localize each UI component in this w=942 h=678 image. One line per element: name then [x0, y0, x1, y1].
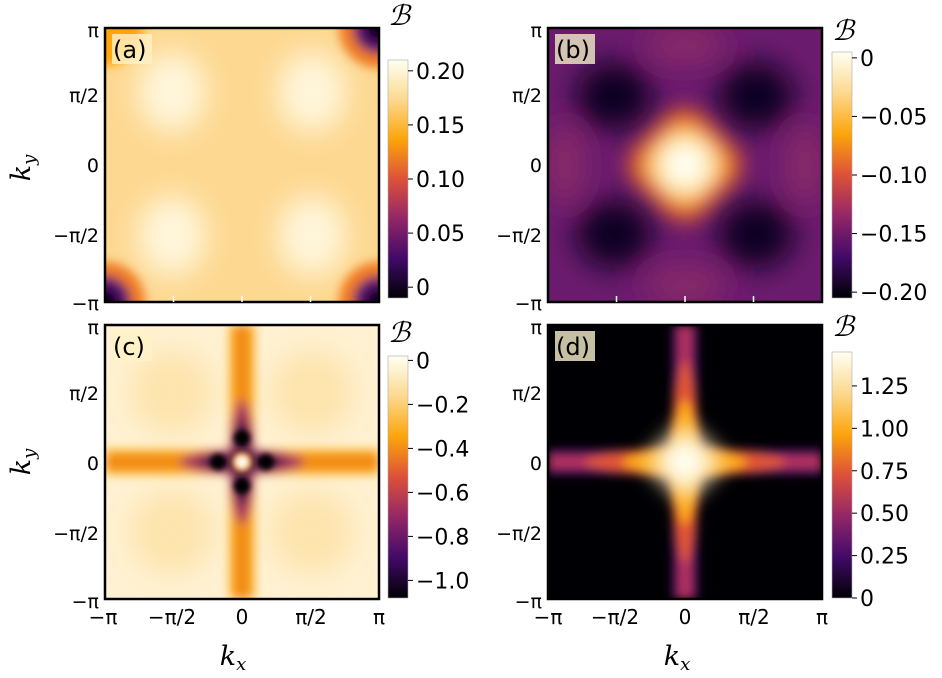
ytick-d-neghalfpi: −π/2: [496, 523, 542, 545]
colorbar-b-ticks: 0 −0.05 −0.10 −0.15 −0.20: [852, 47, 927, 306]
colorbar-b: ℬ 0 −0.05 −0.10 −0.15 −0.20: [831, 14, 927, 306]
panel-label-d: (d): [556, 333, 590, 361]
xtick-d-pi: π: [816, 605, 828, 629]
colorbar-d-title: ℬ: [832, 310, 856, 343]
colorbar-c-tick-label: −0.6: [416, 481, 469, 506]
colorbar-c-tick-label: −0.2: [416, 393, 469, 418]
panel-a: (a): [103, 26, 381, 304]
xtick-d-neghalfpi: −π/2: [591, 605, 639, 629]
ytick-c-pi: π: [88, 317, 99, 339]
colorbar-d-tick-label: 1.00: [860, 417, 909, 442]
xtick-c-pi: π: [373, 605, 385, 629]
heatmap-b: [548, 28, 822, 302]
xtick-d-zero: 0: [679, 605, 692, 629]
y-ticks-c: π π/2 0 −π/2 −π: [53, 317, 99, 613]
x-ticks-c: −π −π/2 0 π/2 π: [89, 605, 385, 629]
colorbar-c-tick-label: 0: [416, 349, 430, 374]
colorbar-c-title: ℬ: [388, 316, 412, 349]
panel-label-c: (c): [113, 333, 145, 361]
heatmap-c: [105, 325, 379, 599]
colorbar-b-tick-label: −0.15: [860, 223, 927, 248]
y-ticks-a: π π/2 0 −π/2 −π: [53, 20, 99, 315]
colorbar-d-tick-label: 0.75: [860, 460, 909, 485]
x-ticks-d: −π −π/2 0 π/2 π: [534, 605, 828, 629]
ytick-c-negpi: −π: [72, 591, 99, 613]
colorbar-c: ℬ 0 −0.2 −0.4 −0.6 −0.8 −1.0: [387, 316, 469, 599]
ytick-b-zero: 0: [530, 155, 542, 177]
colorbar-c-tick-label: −0.4: [416, 437, 469, 462]
panel-label-box-d: [555, 331, 595, 361]
colorbar-b-tick-label: −0.20: [860, 281, 927, 306]
colorbar-d-ticks: 0 0.25 0.50 0.75 1.00 1.25: [852, 375, 909, 612]
ytick-a-neghalfpi: −π/2: [53, 225, 99, 247]
ytick-a-negpi: −π: [72, 293, 99, 315]
ytick-b-pi: π: [531, 20, 542, 42]
colorbar-a: ℬ 0 0.05 0.10 0.15 0.20: [387, 0, 465, 301]
panel-label-b: (b): [556, 36, 590, 64]
heatmap-a: [105, 28, 379, 302]
colorbar-c-tick-label: −1.0: [416, 569, 469, 594]
panel-label-box-b: [555, 34, 595, 64]
ytick-b-negpi: −π: [515, 293, 542, 315]
panel-label-box-a: [112, 34, 152, 64]
panel-c: (c): [103, 323, 381, 601]
ytick-d-pi: π: [531, 317, 542, 339]
panel-b: (b): [546, 26, 824, 304]
colorbar-d-tick-label: 1.25: [860, 375, 909, 400]
colorbar-c-tick-label: −0.8: [416, 525, 469, 550]
ytick-b-halfpi: π/2: [512, 85, 542, 107]
colorbar-a-title: ℬ: [388, 0, 412, 32]
ytick-a-pi: π: [88, 20, 99, 42]
colorbar-a-ticks: 0 0.05 0.10 0.15 0.20: [408, 60, 465, 301]
y-axis-label-top: ky: [6, 154, 40, 181]
panel-d: (d): [546, 323, 824, 601]
colorbar-d-tick-label: 0: [860, 587, 874, 612]
xtick-c-negpi: −π: [89, 605, 118, 629]
panel-label-a: (a): [113, 36, 146, 64]
y-axis-label-bottom: ky: [6, 448, 40, 475]
colorbar-d: ℬ 0 0.25 0.50 0.75 1.00 1.25: [831, 310, 909, 612]
xtick-c-zero: 0: [236, 605, 249, 629]
panel-label-box-c: [112, 331, 152, 361]
colorbar-d-tick-label: 0.25: [860, 545, 909, 570]
colorbar-a-tick-label: 0.20: [416, 60, 465, 85]
panel-a-xticks: [172, 296, 312, 302]
colorbar-a-tick-label: 0.05: [416, 222, 465, 247]
xtick-d-halfpi: π/2: [738, 605, 770, 629]
ytick-d-zero: 0: [530, 453, 542, 475]
xtick-c-halfpi: π/2: [295, 605, 327, 629]
ytick-d-halfpi: π/2: [512, 383, 542, 405]
colorbar-d-tick-label: 0.50: [860, 502, 909, 527]
ytick-a-halfpi: π/2: [69, 85, 99, 107]
colorbar-b-tick-label: 0: [860, 47, 874, 72]
xtick-c-neghalfpi: −π/2: [148, 605, 196, 629]
x-axis-label-left: kx: [220, 641, 247, 675]
colorbar-a-tick-label: 0: [416, 276, 430, 301]
xtick-d-negpi: −π: [534, 605, 563, 629]
panel-b-xticks: [615, 296, 755, 302]
ytick-c-halfpi: π/2: [69, 383, 99, 405]
y-ticks-d: π π/2 0 −π/2 −π: [496, 317, 542, 613]
ytick-b-neghalfpi: −π/2: [496, 225, 542, 247]
ytick-d-negpi: −π: [515, 591, 542, 613]
colorbar-a-tick-label: 0.15: [416, 114, 465, 139]
colorbar-b-tick-label: −0.05: [860, 105, 927, 130]
x-axis-label-right: kx: [664, 641, 691, 675]
y-ticks-b: π π/2 0 −π/2 −π: [496, 20, 542, 315]
colorbar-b-title: ℬ: [832, 14, 856, 47]
colorbar-b-tick-label: −0.10: [860, 164, 927, 189]
colorbar-a-tick-label: 0.10: [416, 168, 465, 193]
colorbar-c-ticks: 0 −0.2 −0.4 −0.6 −0.8 −1.0: [408, 349, 469, 594]
ytick-a-zero: 0: [87, 155, 99, 177]
heatmap-d: [548, 325, 822, 599]
ytick-c-zero: 0: [87, 453, 99, 475]
ytick-c-neghalfpi: −π/2: [53, 523, 99, 545]
